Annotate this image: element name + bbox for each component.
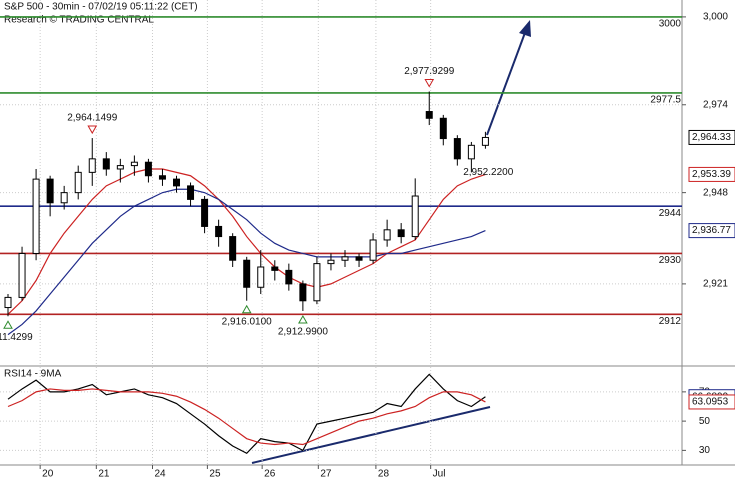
forecast-arrowhead (519, 20, 531, 37)
candle-body (453, 138, 461, 160)
x-tick-label: 20 (42, 469, 54, 480)
candle-body (327, 259, 335, 265)
rsi-trendline (251, 406, 491, 464)
annotation-label: 2,977.9299 (404, 66, 454, 77)
moving-average (7, 168, 486, 315)
price-tag-label: 63.0953 (692, 397, 729, 408)
forecast-arrow (486, 29, 527, 136)
rsi-line (7, 388, 486, 446)
price-tag-label: 2,964.33 (692, 132, 731, 143)
high-marker (87, 125, 98, 135)
x-tick-label: 27 (320, 469, 332, 480)
candle-body (271, 266, 279, 271)
level-label: 2912 (659, 316, 682, 327)
candle-body (481, 136, 489, 146)
candle-body (439, 117, 447, 140)
level-label: 3000 (659, 19, 682, 30)
annotation-label: 2,952.2200 (463, 167, 513, 178)
candle-body (355, 256, 363, 261)
x-tick-label: 25 (209, 469, 221, 480)
rsi-title: RSI14 - 9MA (4, 369, 62, 380)
low-marker (298, 314, 308, 324)
candle-body (467, 144, 475, 160)
candle-body (299, 283, 307, 302)
chart-title: S&P 500 - 30min - 07/02/19 05:11:22 (CET… (4, 2, 198, 13)
candle-body (18, 252, 26, 298)
y-tick-label: 3,000 (703, 12, 728, 23)
x-tick-label: 24 (154, 469, 166, 480)
candle-body (341, 256, 349, 261)
high-marker (424, 78, 435, 88)
candle-body (215, 225, 223, 238)
annotation-label: 2,964.1499 (67, 113, 117, 124)
rsi-line (7, 373, 486, 455)
price-tag-label: 2,953.39 (692, 169, 731, 180)
candle-body (285, 269, 293, 285)
low-marker (241, 304, 252, 314)
candle-body (116, 165, 124, 170)
candle-body (187, 185, 195, 200)
candle-body (144, 161, 152, 177)
candle-body (313, 263, 321, 302)
candle-body (229, 236, 237, 261)
x-tick-label: 21 (98, 469, 110, 480)
x-tick-label: Jul (433, 469, 446, 480)
price-tag (688, 394, 735, 410)
candle-body (130, 161, 138, 167)
y-tick-label: 2,948 (703, 187, 728, 198)
candle-body (74, 171, 82, 194)
level-label: 2977.5 (650, 95, 681, 106)
price-tag (688, 166, 735, 182)
annotation-label: 2,916.0100 (222, 316, 272, 327)
rsi-tick-label: 50 (699, 416, 711, 427)
candle-body (173, 178, 181, 187)
candle-body (383, 229, 391, 241)
candle-body (88, 158, 96, 173)
candle-body (102, 158, 110, 170)
rsi-tick-label: 30 (699, 445, 711, 456)
candle-body (369, 239, 377, 261)
candle-body (425, 111, 433, 119)
price-tag-label: 2,936.77 (692, 225, 731, 236)
candle-body (243, 259, 251, 288)
candle-body (32, 178, 40, 254)
candle-body (411, 195, 419, 238)
candle-body (257, 266, 265, 288)
price-tag (688, 223, 735, 239)
level-label: 2944 (659, 208, 682, 219)
candle-body (46, 178, 54, 204)
candle-body (201, 198, 209, 227)
annotation-label: 2,912.9900 (278, 327, 328, 338)
price-tag (688, 129, 735, 145)
annotation-label: 2,911.4299 (0, 332, 33, 343)
x-tick-label: 26 (264, 469, 276, 480)
x-tick-label: 28 (378, 469, 390, 480)
candle-body (4, 296, 12, 309)
y-tick-label: 2,921 (703, 279, 728, 290)
chart-subtitle: Research © TRADING CENTRAL (4, 15, 154, 26)
level-label: 2930 (659, 255, 682, 266)
candle-body (158, 175, 166, 180)
moving-average (7, 188, 486, 336)
candle-body (60, 192, 68, 204)
candle-body (397, 229, 405, 238)
low-marker (3, 320, 13, 329)
y-tick-label: 2,974 (703, 99, 728, 110)
